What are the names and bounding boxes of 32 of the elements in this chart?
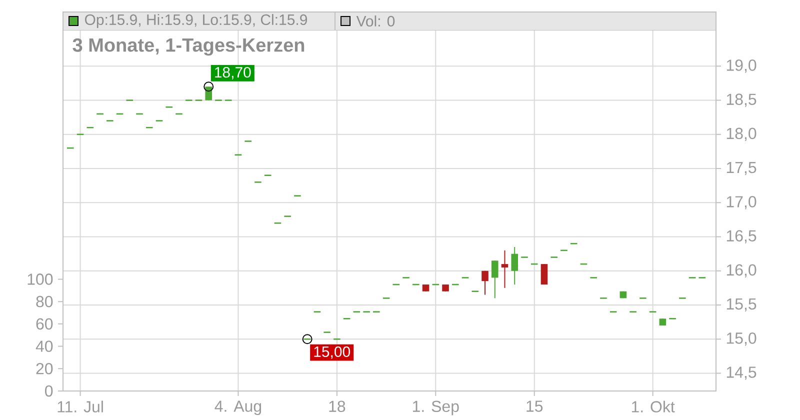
text: 18,70	[215, 66, 251, 80]
text: 15,00	[314, 346, 350, 359]
y-tick-label: 16,0	[726, 264, 756, 278]
chart-title: 3 Monate, 1-Tages-Kerzen	[72, 38, 304, 56]
y-tick-label: 17,0	[726, 196, 756, 210]
candlestick	[501, 250, 508, 288]
candlestick	[511, 246, 518, 286]
y-tick-label: 18,0	[726, 128, 756, 142]
y-tick-label: 16,5	[726, 230, 756, 244]
x-tick-label: 1. Okt	[632, 400, 675, 412]
text: Vol: 0	[356, 15, 395, 26]
candlestick	[540, 264, 548, 286]
text: Op:15.9, Hi:15.9, Lo:15.9, Cl:15.9	[84, 14, 308, 28]
x-tick-label: 18	[329, 400, 346, 412]
y-tick-label: 19,0	[726, 60, 756, 73]
x-tick-label: 1. Sep	[412, 400, 459, 416]
y2-tick-label: 40	[36, 340, 53, 352]
y-tick-label: 14,5	[726, 366, 756, 380]
x-tick-label: 15	[526, 400, 543, 412]
y-tick-label: 18,5	[726, 94, 756, 107]
y-tick-label: 15,5	[726, 298, 756, 312]
y2-tick-label: 80	[36, 296, 53, 308]
candlestick	[491, 260, 498, 299]
candlestick	[482, 270, 488, 296]
x-tick-label: 11. Jul	[58, 400, 103, 412]
y2-tick-label: 0	[45, 385, 53, 397]
x-tick-label: 4. Aug	[214, 400, 262, 416]
y2-tick-label: 100	[28, 274, 53, 285]
y2-tick-label: 60	[36, 318, 53, 330]
y2-tick-label: 20	[36, 362, 53, 374]
y-tick-label: 17,5	[726, 162, 756, 176]
y-tick-label: 15,0	[726, 332, 756, 346]
